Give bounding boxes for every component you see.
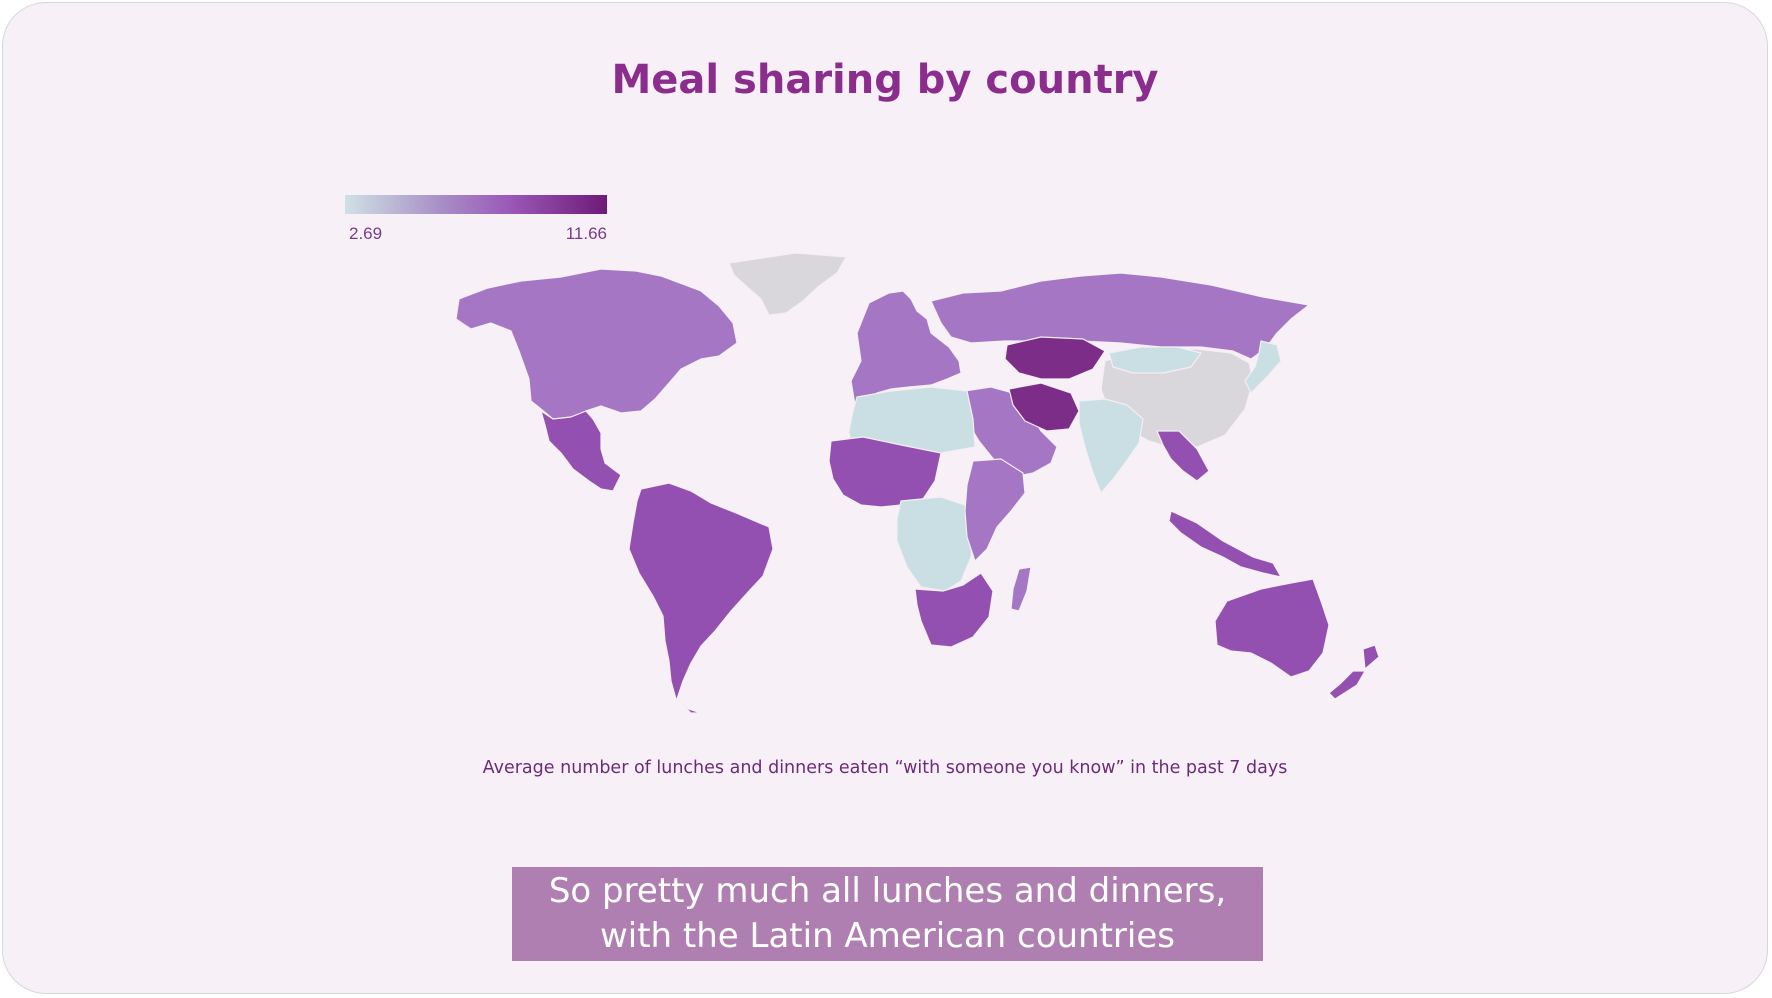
map-region-australia: [1214, 578, 1330, 678]
map-region-central-africa: [896, 496, 974, 592]
map-region-russia: [930, 272, 1310, 360]
map-region-japan: [1244, 340, 1282, 394]
legend-gradient-bar: [345, 195, 607, 214]
map-region-new-zealand: [1328, 644, 1380, 700]
map-region-mexico: [540, 410, 622, 492]
map-region-southern-africa: [914, 572, 994, 648]
map-caption: Average number of lunches and dinners ea…: [482, 758, 1288, 778]
map-region-south-america: [628, 482, 774, 714]
map-region-greenland: [728, 252, 847, 316]
map-region-north-america: [455, 268, 738, 420]
legend-max-label: 11.66: [565, 224, 607, 243]
subtitle-line-1: So pretty much all lunches and dinners,: [548, 871, 1227, 911]
map-region-india: [1078, 398, 1144, 494]
video-subtitle: So pretty much all lunches and dinners, …: [512, 867, 1263, 961]
map-region-europe: [850, 290, 962, 406]
legend-min-label: 2.69: [349, 224, 383, 243]
color-legend: 2.69 11.66: [345, 195, 607, 248]
map-region-iran: [1008, 382, 1080, 432]
map-region-kazakhstan: [1004, 336, 1106, 380]
subtitle-line-2: with the Latin American countries: [599, 916, 1176, 956]
map-region-east-africa: [964, 458, 1026, 562]
map-region-indonesia: [1168, 510, 1282, 578]
world-choropleth-map: [455, 252, 1380, 714]
map-region-madagascar: [1010, 566, 1032, 612]
map-title: Meal sharing by country: [611, 57, 1159, 103]
map-region-southeast-asia: [1156, 430, 1210, 482]
map-region-mongolia: [1108, 346, 1202, 374]
